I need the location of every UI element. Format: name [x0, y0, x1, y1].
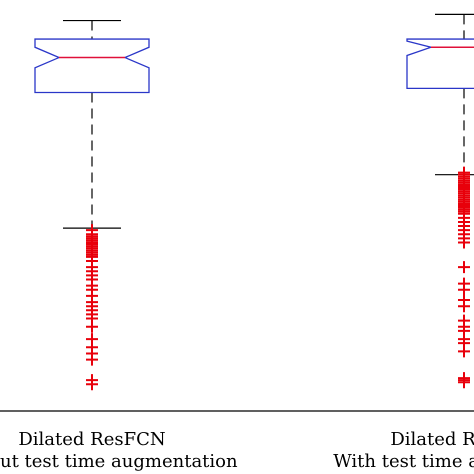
notched-box-1: [34, 38, 150, 94]
outlier-marker-2-42: [458, 376, 470, 389]
x-tick-label-2-line-1: Dilated ResFCN: [390, 429, 474, 450]
outlier-marker-2-29: [458, 261, 470, 274]
notched-box-2: [406, 38, 474, 90]
outlier-marker-2-39: [458, 345, 470, 358]
outlier-marker-1-31: [86, 353, 98, 366]
outlier-marker-2-31: [458, 283, 470, 296]
outlier-marker-1-33: [86, 378, 98, 391]
x-tick-label-1-line-2: Without test time augmentation: [0, 451, 238, 472]
outlier-marker-1-27: [86, 320, 98, 333]
tick-labels: Dilated ResFCN Without test time augment…: [0, 429, 474, 472]
boxes-layer: [34, 13, 474, 391]
x-tick-label-1-line-1: Dilated ResFCN: [18, 429, 165, 450]
outlier-marker-2-28: [458, 236, 470, 249]
outlier-marker-2-33: [458, 300, 470, 313]
x-tick-label-2-line-2: With test time augmentation: [333, 451, 474, 472]
